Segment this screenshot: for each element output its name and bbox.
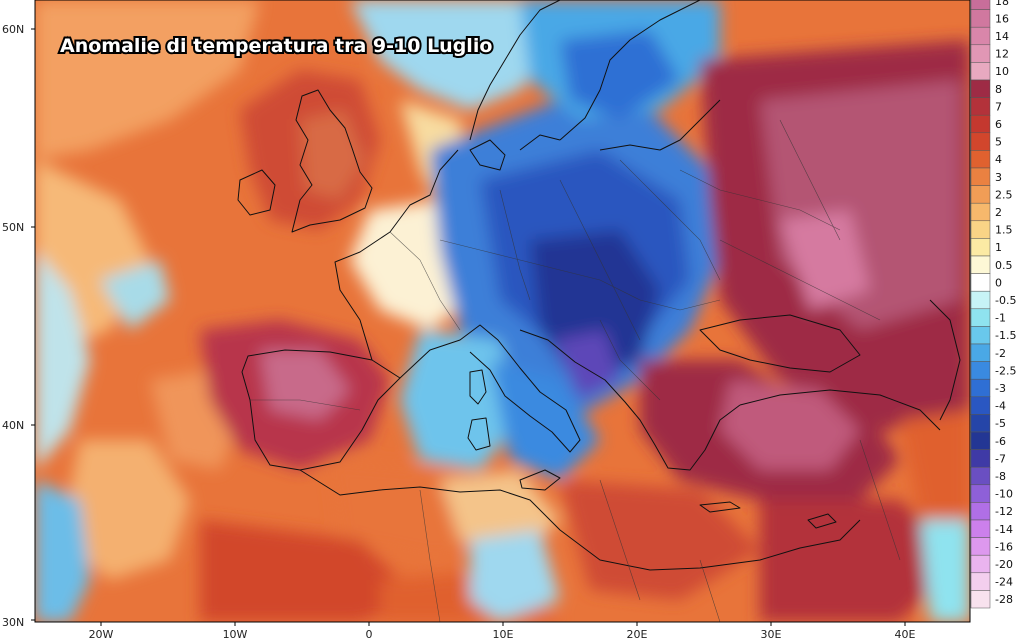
lat-label-60n: 60N (2, 23, 24, 36)
colorbar-swatch (970, 466, 991, 486)
colorbar-swatch (970, 502, 991, 521)
colorbar-label: 8 (995, 83, 1002, 96)
colorbar-swatch (970, 590, 991, 609)
colorbar-label: -12 (995, 505, 1013, 518)
colorbar-swatch (970, 484, 991, 503)
colorbar-label: -24 (995, 576, 1013, 589)
colorbar-swatch (970, 150, 991, 169)
colorbar-swatch (970, 414, 991, 433)
colorbar-swatch (970, 0, 991, 10)
colorbar-swatch (970, 378, 991, 398)
colorbar-swatch (970, 273, 991, 292)
colorbar-label: -7 (995, 452, 1006, 465)
field-blobs (35, 0, 970, 622)
colorbar-label: 18 (995, 0, 1009, 8)
colorbar-swatch (970, 97, 991, 116)
colorbar-swatch (970, 62, 991, 81)
colorbar-label: -20 (995, 558, 1013, 571)
colorbar-swatch (970, 326, 991, 345)
map-title: Anomalie di temperatura tra 9-10 Luglio (60, 35, 492, 57)
colorbar-label: 0.5 (995, 259, 1013, 272)
colorbar-label: 16 (995, 12, 1009, 25)
colorbar-swatch (970, 290, 991, 310)
colorbar-label: -10 (995, 488, 1013, 501)
lon-label-40e: 40E (895, 628, 916, 641)
lat-label-30n: 30N (2, 616, 24, 629)
colorbar-label: -6 (995, 435, 1006, 448)
colorbar-swatch (970, 308, 991, 327)
longitude-axis: 20W 10W 0 10E 20E 30E 40E (89, 622, 916, 641)
colorbar-swatch (970, 220, 991, 239)
colorbar-label: 12 (995, 48, 1009, 61)
colorbar-swatch (970, 572, 991, 591)
colorbar-label: 0 (995, 276, 1002, 289)
colorbar-swatch (970, 255, 991, 274)
colorbar-swatch (970, 519, 991, 538)
lon-label-10w: 10W (223, 628, 248, 641)
colorbar-label: 7 (995, 100, 1002, 113)
colorbar-label: -0.5 (995, 294, 1016, 307)
colorbar-swatch (970, 79, 991, 98)
colorbar-label: 2.5 (995, 188, 1013, 201)
colorbar-label: 10 (995, 65, 1009, 78)
latitude-axis: 60N 50N 40N 30N (2, 23, 35, 629)
colorbar-swatch (970, 343, 991, 362)
colorbar-swatch (970, 202, 991, 222)
colorbar-swatch (970, 132, 991, 151)
colorbar-swatch (970, 185, 991, 204)
colorbar-swatch (970, 26, 991, 46)
colorbar-label: -3 (995, 382, 1006, 395)
lon-label-10e: 10E (493, 628, 514, 641)
colorbar-swatch (970, 396, 991, 415)
lon-label-30e: 30E (761, 628, 782, 641)
colorbar-swatch (970, 44, 991, 63)
lon-label-20e: 20E (627, 628, 648, 641)
lon-label-0: 0 (366, 628, 373, 641)
colorbar-swatch (970, 554, 991, 574)
colorbar-label: 3 (995, 171, 1002, 184)
colorbar-label: -2.5 (995, 364, 1016, 377)
coastlines (237, 0, 961, 571)
colorbar-swatch (970, 361, 991, 380)
colorbar-label: 1 (995, 241, 1002, 254)
anomaly-field (35, 0, 970, 622)
colorbar-label: -8 (995, 470, 1006, 483)
colorbar-label: -4 (995, 400, 1006, 413)
colorbar-swatch (970, 449, 991, 468)
colorbar-swatch (970, 114, 991, 134)
lat-label-50n: 50N (2, 221, 24, 234)
colorbar-label: 2 (995, 206, 1002, 219)
colorbar-swatch (970, 9, 991, 28)
colorbar-swatch (970, 167, 991, 186)
colorbar-swatch (970, 238, 991, 257)
colorbar-label: 14 (995, 30, 1009, 43)
colorbar-label: -1 (995, 312, 1006, 325)
colorbar-label: 4 (995, 153, 1002, 166)
colorbar-legend: 18 16 14 12 10 8 7 6 5 4 3 2.5 2 1.5 1 0.5 0 -0.5 -1 -1.5 -2… (970, 0, 1016, 609)
colorbar-swatch (970, 431, 991, 450)
colorbar-label: -16 (995, 540, 1013, 553)
colorbar-label: 5 (995, 136, 1002, 149)
colorbar-label: -5 (995, 417, 1006, 430)
country-borders (250, 119, 901, 622)
lon-label-20w: 20W (89, 628, 114, 641)
colorbar-label: 6 (995, 118, 1002, 131)
colorbar-swatch (970, 537, 991, 556)
colorbar-label: -1.5 (995, 329, 1016, 342)
lat-label-40n: 40N (2, 419, 24, 432)
colorbar-label: -14 (995, 523, 1013, 536)
colorbar-label: -2 (995, 347, 1006, 360)
colorbar-label: -28 (995, 593, 1013, 606)
colorbar-label: 1.5 (995, 224, 1013, 237)
